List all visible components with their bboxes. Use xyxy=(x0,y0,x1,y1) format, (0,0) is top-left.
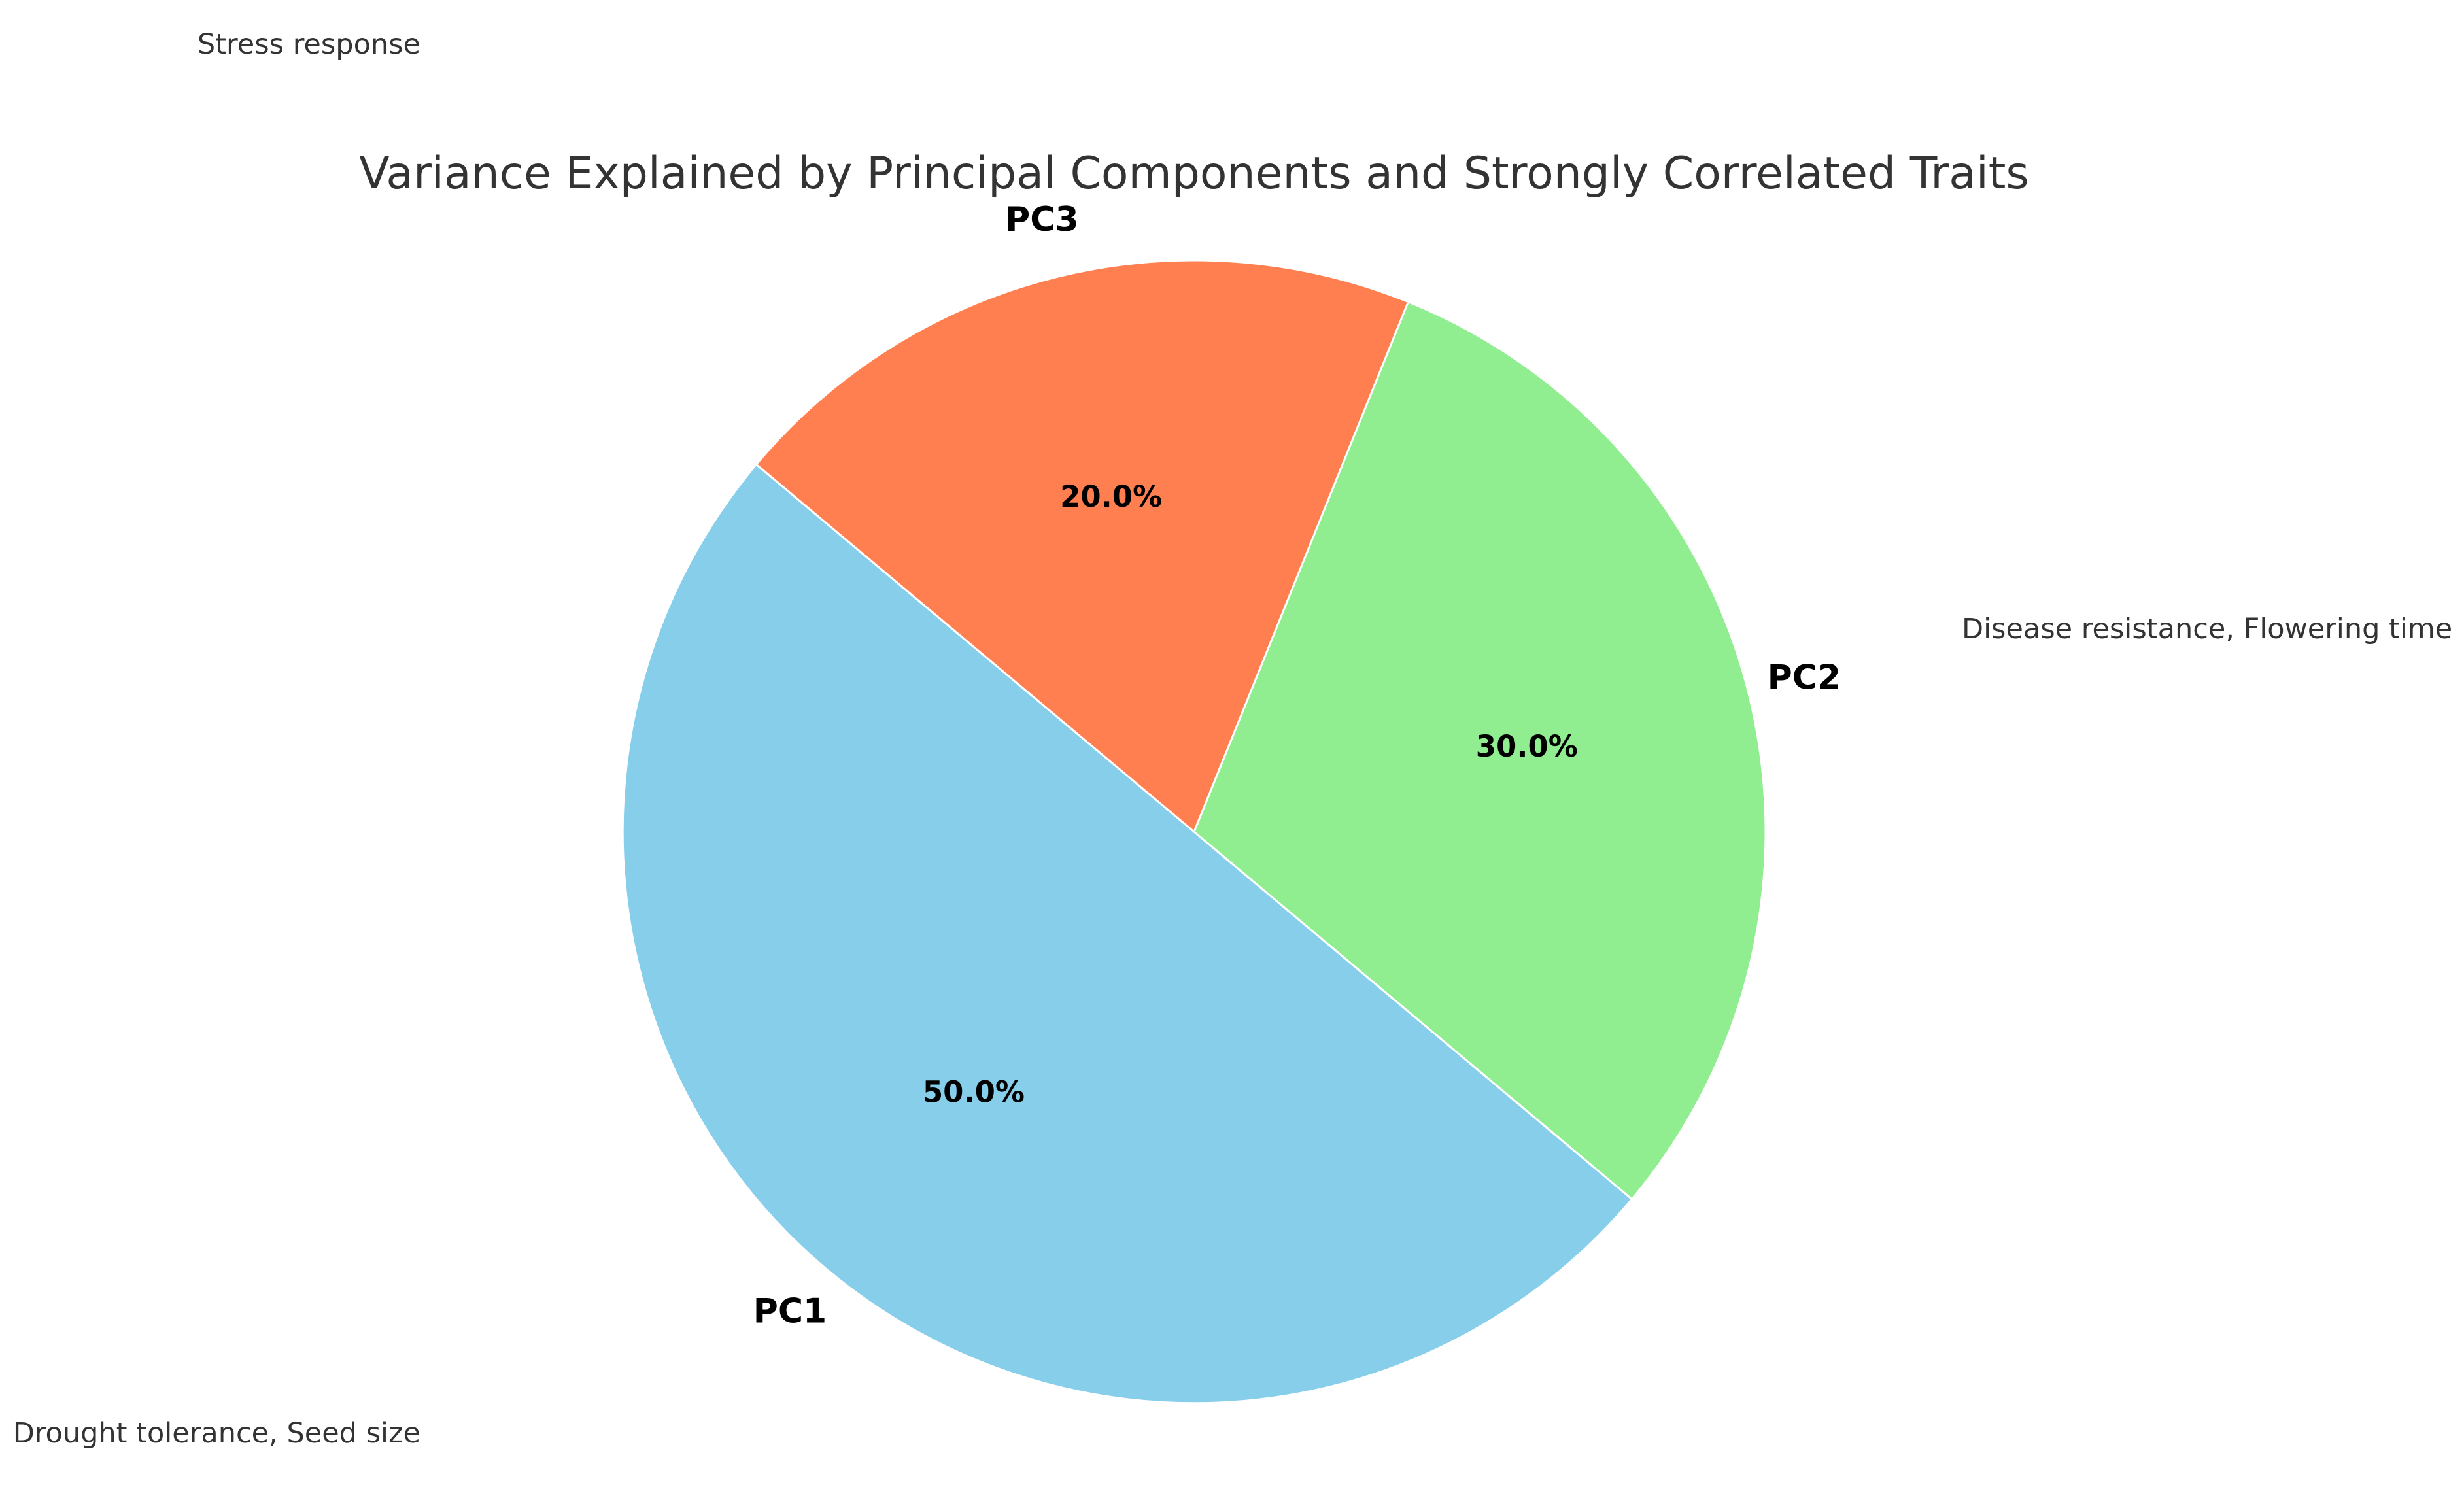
slice-label-pc2: PC2 xyxy=(1768,658,1841,697)
pie-slices xyxy=(622,259,1767,1404)
annotation-pc2-traits: Disease resistance, Flowering time xyxy=(1962,613,2452,645)
pie-slice-pc3 xyxy=(755,259,1410,834)
pie-slice-pc1 xyxy=(622,463,1634,1404)
percent-label-pc2: 30.0% xyxy=(1476,729,1578,764)
slice-label-pc3: PC3 xyxy=(1005,200,1078,239)
pie-slice-pc2 xyxy=(1193,300,1767,1201)
percent-label-pc1: 50.0% xyxy=(923,1075,1025,1110)
pie-labels: PC1 50.0% PC2 30.0% PC3 20.0% xyxy=(753,200,1841,1331)
percent-label-pc3: 20.0% xyxy=(1060,479,1162,514)
annotation-pc1-traits: Drought tolerance, Seed size xyxy=(13,1417,420,1450)
slice-label-pc1: PC1 xyxy=(753,1291,827,1331)
chart-title: Variance Explained by Principal Componen… xyxy=(359,148,2029,199)
annotation-pc3-traits: Stress response xyxy=(197,28,420,61)
